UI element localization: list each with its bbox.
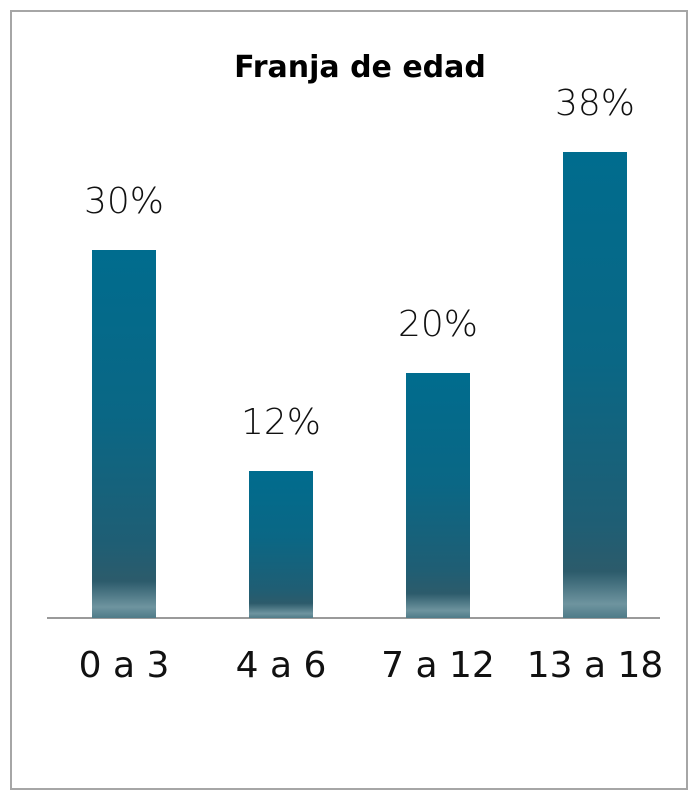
bar [92,250,156,618]
bar [249,470,313,618]
data-label: 30% [83,181,164,223]
data-label: 12% [240,401,321,443]
x-tick-label: 0 a 3 [78,645,170,686]
data-label: 20% [397,303,478,345]
chart-title: Franja de edad [234,50,486,85]
data-label: 38% [554,83,635,124]
x-tick-label: 4 a 6 [235,645,327,686]
bar [406,372,470,618]
x-axis-line [47,617,660,619]
x-tick-label: 13 a 18 [526,645,664,686]
bar [563,152,627,618]
x-tick-label: 7 a 12 [381,645,495,686]
